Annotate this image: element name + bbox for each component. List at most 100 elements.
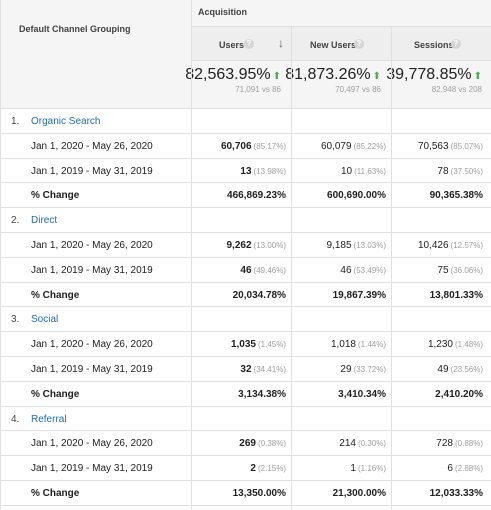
row-number: 2. [11,215,20,227]
total-users-change: 82,563.95% ⬆ [185,66,281,83]
column-divider [191,0,192,510]
metric-percent: (36.06%) [450,265,483,275]
metric-value: 1,230 [427,339,453,351]
date-range-row: Jan 1, 2020 - May 26, 2020 60,706 (85.17%)… [1,133,491,158]
metric-percent: (1.44%) [357,340,386,350]
total-new-users-change: 81,873.26% ⬆ [285,66,381,83]
metric-percent: (11.63%) [354,166,386,176]
row-divider [1,406,491,407]
metric-percent: (53.49%) [353,265,386,275]
channel-group-row: 3. Social [1,306,491,331]
date-range-row: Jan 1, 2019 - May 31, 2019 2 (2.15%) 1 (1.16… [1,455,491,480]
metric-value: 21,300.00% [332,488,386,499]
metric-cell: 1 (1.16%) [350,463,386,474]
row-label: % Change [31,190,80,202]
metric-value: 2 [250,463,256,475]
acquisition-label: Acquisition [198,7,247,17]
metric-value: 214 [339,438,356,450]
metric-value: 9,185 [326,240,352,251]
column-header-users[interactable]: Users ? ↓ [192,26,291,60]
row-divider [1,207,491,208]
acquisition-section-header: Acquisition [192,0,491,26]
row-divider [1,331,491,332]
metric-cell: 2,410.20% [435,389,483,400]
metric-value: 1,018 [330,339,356,351]
row-divider [1,257,491,258]
channel-group-row: 2. Direct [1,207,491,232]
help-icon[interactable]: ? [354,39,364,49]
metric-cell: 46 (53.49%) [340,265,386,276]
metric-value: 3,410.34% [338,388,386,400]
dimension-header[interactable]: Default Channel Grouping [1,0,191,108]
metric-cell: 466,869.23% [227,190,286,201]
metric-value: 3,134.38% [238,388,286,400]
column-divider [291,26,292,510]
sort-descending-icon[interactable]: ↓ [278,36,284,50]
channel-link[interactable]: Social [31,314,59,326]
metric-cell: 1,230 (1.48%) [428,339,483,350]
metric-cell: 46 (49.46%) [240,265,286,276]
row-divider [1,282,491,283]
metric-cell: 13,350.00% [233,488,286,499]
metric-percent: (85.07%) [450,141,483,151]
row-divider [1,158,491,159]
row-label: Jan 1, 2020 - May 26, 2020 [31,438,153,450]
row-label: Jan 1, 2019 - May 31, 2019 [31,165,153,177]
metric-percent: (1.16%) [357,464,386,474]
metric-value: 29 [340,364,352,375]
metric-value: 60,706 [220,140,252,152]
up-arrow-icon: ⬆ [372,71,381,82]
row-divider [1,133,491,134]
metric-value: 6 [447,463,453,475]
metric-percent: (2.88%) [454,464,483,474]
metric-value: 9,262 [226,240,252,251]
metric-value: 2,410.20% [435,388,483,400]
column-header-new-users-label: New Users [310,40,357,50]
date-range-row: Jan 1, 2020 - May 26, 2020 1,035 (1.45%) 1,… [1,331,491,356]
row-divider [1,430,491,431]
metric-value: 13,350.00% [232,488,286,499]
row-label: % Change [31,388,80,400]
column-header-sessions-label: Sessions [414,40,454,50]
row-divider [1,306,491,307]
metric-percent: (12.57%) [450,241,483,250]
channel-group-row: 4. Referral [1,406,491,431]
row-label: Jan 1, 2020 - May 26, 2020 [31,339,153,351]
channel-link[interactable]: Organic Search [31,116,101,127]
column-header-new-users[interactable]: New Users ? [292,26,391,60]
metric-cell: 60,079 (85.22%) [321,141,386,152]
metric-cell: 75 (36.06%) [437,265,483,276]
up-arrow-icon: ⬆ [473,71,482,82]
metric-cell: 9,262 (13.00%) [227,240,287,251]
metric-cell: 70,563 (85.07%) [418,141,483,152]
metric-cell: 19,867.39% [333,290,386,301]
help-icon[interactable]: ? [244,39,254,49]
metric-cell: 1,035 (1.45%) [231,339,286,350]
total-users-compare: 71,091 vs 86 [235,85,281,94]
dimension-header-label: Default Channel Grouping [19,24,131,34]
metric-value: 19,867.39% [332,289,386,301]
row-divider [1,480,491,481]
column-header-sessions[interactable]: Sessions ? [392,26,491,60]
help-icon[interactable]: ? [451,39,461,49]
metric-value: 1,035 [230,339,256,351]
date-range-row: Jan 1, 2019 - May 31, 2019 46 (49.46%) 46 (5… [1,257,491,282]
channel-link[interactable]: Direct [31,215,58,227]
metric-value: 49 [437,364,449,375]
row-number: 3. [11,314,20,326]
metric-percent: (2.15%) [257,464,286,474]
channel-link[interactable]: Referral [31,413,67,425]
row-number: 1. [11,116,20,127]
metric-percent: (13.03%) [353,241,386,250]
metric-percent: (85.17%) [253,141,286,151]
row-divider [1,505,491,506]
percent-change-row: % Change 466,869.23% 600,690.00% 90,365.38% [1,182,491,207]
total-sessions-compare: 82,948 vs 208 [431,85,482,94]
up-arrow-icon: ⬆ [272,71,281,82]
metric-percent: (0.88%) [454,439,483,449]
total-users: 82,563.95% ⬆ 71,091 vs 86 [185,60,291,108]
metric-percent: (33.72%) [353,365,386,374]
metric-cell: 21,300.00% [333,488,386,499]
metric-value: 10,426 [417,240,449,251]
